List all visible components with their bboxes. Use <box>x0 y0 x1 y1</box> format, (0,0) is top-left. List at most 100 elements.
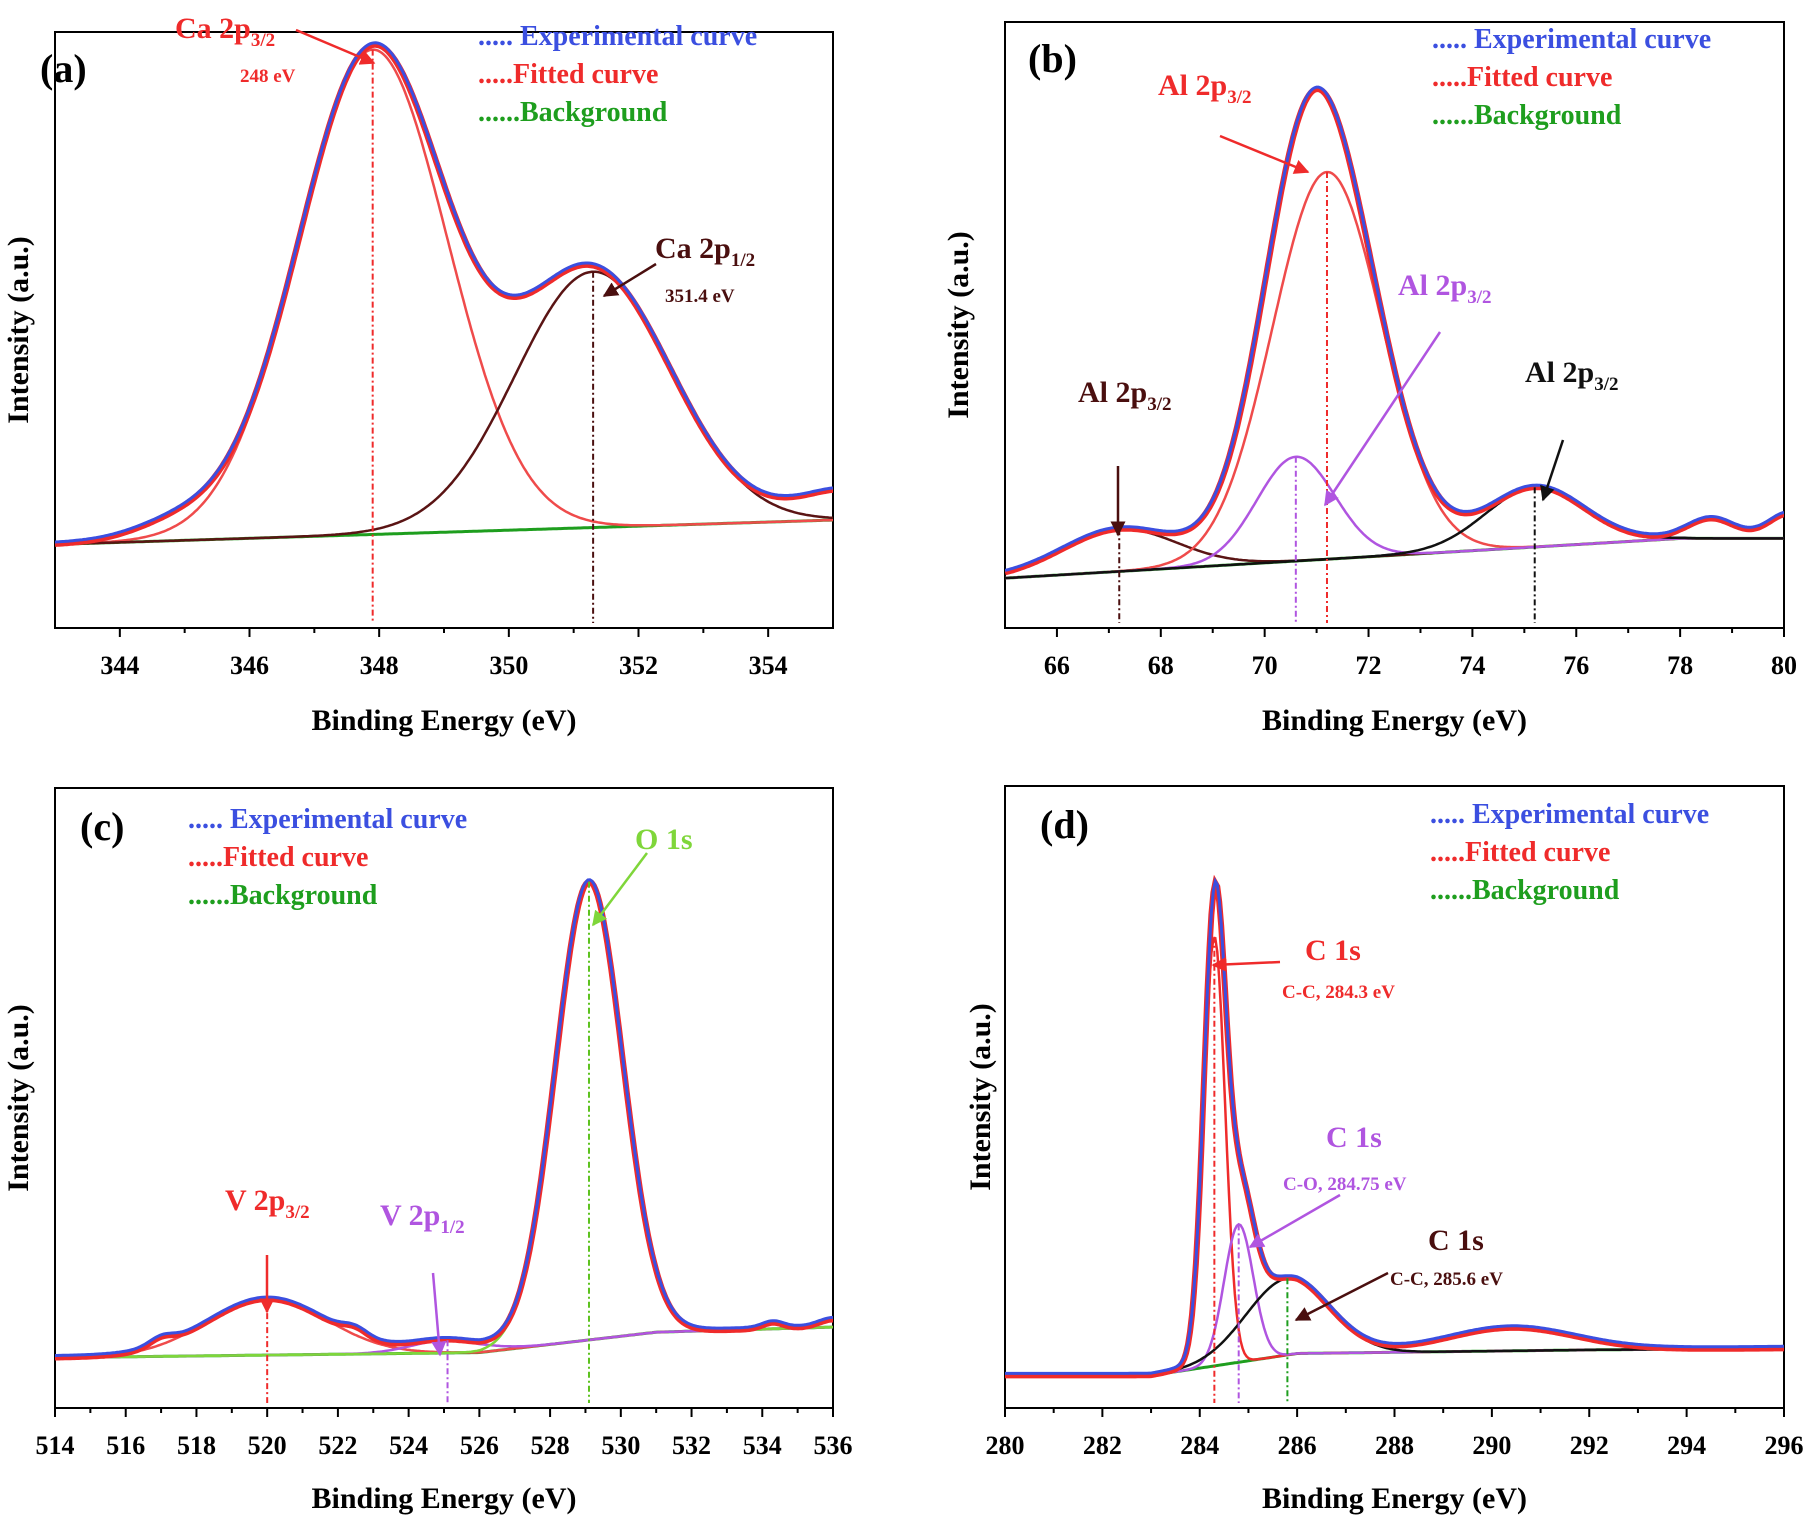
x-tick-label: 526 <box>460 1431 499 1460</box>
peak-arrow <box>1211 956 1281 972</box>
legend-entry: ..... Experimental curve <box>188 804 467 835</box>
experimental-curve <box>1005 85 1784 572</box>
x-axis-label: Binding Energy (eV) <box>311 1482 576 1515</box>
peak-energy-label: 351.4 eV <box>665 286 735 307</box>
x-tick-label: 288 <box>1375 1431 1414 1460</box>
peak-arrow <box>431 1272 447 1357</box>
x-tick-label: 354 <box>749 651 788 680</box>
panel-label: (c) <box>80 804 124 849</box>
peak-arrow <box>295 28 376 65</box>
x-tick-label: 282 <box>1083 1431 1122 1460</box>
x-axis-label: Binding Energy (eV) <box>1262 704 1527 737</box>
x-tick-label: 534 <box>743 1431 782 1460</box>
legend-entry: .....Fitted curve <box>188 842 368 873</box>
plot-frame <box>1004 785 1785 1409</box>
x-tick-label: 528 <box>531 1431 570 1460</box>
peak-label: Al 2p3/2 <box>1158 69 1251 108</box>
panel-label: (b) <box>1028 36 1077 81</box>
curves <box>55 41 833 547</box>
x-tick-label: 290 <box>1472 1431 1511 1460</box>
component-peak-2 <box>1005 1276 1784 1377</box>
x-tick-label: 524 <box>389 1431 428 1460</box>
peak-label-subscript: 3/2 <box>1594 374 1618 395</box>
x-tick-label: 72 <box>1356 651 1382 680</box>
peak-arrow <box>592 852 648 927</box>
x-tick-label: 514 <box>36 1431 75 1460</box>
x-tick-label: 516 <box>106 1431 145 1460</box>
x-tick-label: 286 <box>1278 1431 1317 1460</box>
panel-a: 344 346 348 350 352 354 Binding Energy (eV) Int… <box>2 12 834 737</box>
peak-label: Ca 2p1/2 <box>655 232 755 271</box>
legend-entry: ..... Experimental curve <box>1432 24 1711 55</box>
peak-energy-label: C-O, 284.75 eV <box>1283 1174 1407 1195</box>
x-tick-label: 66 <box>1044 651 1070 680</box>
component-peak-0 <box>1005 936 1784 1377</box>
peak-arrow <box>1248 1193 1341 1249</box>
peak-label: V 2p1/2 <box>380 1199 465 1238</box>
plot-frame <box>54 31 834 629</box>
panel-label: (a) <box>40 46 87 91</box>
peak-label: C 1s <box>1428 1224 1484 1257</box>
experimental-curve <box>1005 877 1784 1375</box>
component-peak-0 <box>55 48 833 546</box>
panel-d: 280 282 284 286 288 290 292 294 296 Binding Energ… <box>964 785 1804 1515</box>
x-tick-label: 522 <box>318 1431 357 1460</box>
legend-entry: ......Background <box>478 97 668 128</box>
x-tick-label: 346 <box>230 651 269 680</box>
component-peak-1 <box>1005 1222 1784 1377</box>
y-axis-label: Intensity (a.u.) <box>942 231 975 419</box>
x-axis-label: Binding Energy (eV) <box>1262 1482 1527 1515</box>
peak-arrow <box>1540 439 1565 502</box>
fitted-curve <box>1005 874 1784 1379</box>
peak-label: Al 2p3/2 <box>1525 356 1618 395</box>
x-tick-label: 292 <box>1570 1431 1609 1460</box>
legend-entry: ..... Experimental curve <box>1430 799 1709 830</box>
experimental-curve <box>55 878 833 1357</box>
component-peak-2 <box>55 880 833 1359</box>
x-tick-label: 80 <box>1771 651 1797 680</box>
x-tick-label: 76 <box>1563 651 1589 680</box>
peak-label: C 1s <box>1305 934 1361 967</box>
peak-label: V 2p3/2 <box>225 1184 310 1223</box>
peak-label: Al 2p3/2 <box>1078 376 1171 415</box>
x-tick-label: 352 <box>619 651 658 680</box>
x-tick-label: 280 <box>986 1431 1025 1460</box>
component-peak-2 <box>1005 455 1784 580</box>
peak-label-subscript: 3/2 <box>1227 87 1251 108</box>
fitted-curve <box>1005 86 1784 576</box>
peak-label-subscript: 1/2 <box>731 250 755 271</box>
fitted-curve <box>55 878 833 1361</box>
peak-label: Ca 2p3/2 <box>175 12 275 51</box>
peak-energy-label: 248 eV <box>240 66 296 87</box>
peak-label: O 1s <box>635 823 693 856</box>
experimental-curve <box>55 41 833 544</box>
peak-arrow <box>1323 331 1442 507</box>
legend-entry: .....Fitted curve <box>1430 837 1610 868</box>
legend-entry: .....Fitted curve <box>1432 62 1612 93</box>
legend-entry: ..... Experimental curve <box>478 21 757 52</box>
x-tick-label: 78 <box>1667 651 1693 680</box>
peak-energy-label: C-C, 284.3 eV <box>1282 982 1395 1003</box>
x-tick-label: 284 <box>1180 1431 1219 1460</box>
legend-entry: .....Fitted curve <box>478 59 658 90</box>
panel-label: (d) <box>1040 802 1089 847</box>
peak-label: C 1s <box>1326 1121 1382 1154</box>
curves <box>55 878 833 1361</box>
legend-entry: ......Background <box>188 880 378 911</box>
x-tick-label: 294 <box>1667 1431 1706 1460</box>
panel-b: 66 68 70 72 74 76 78 80 Binding Energy (eV) Inten… <box>942 21 1797 737</box>
peak-label-subscript: 3/2 <box>251 30 275 51</box>
x-tick-label: 74 <box>1459 651 1485 680</box>
x-tick-label: 532 <box>672 1431 711 1460</box>
x-tick-label: 344 <box>100 651 139 680</box>
curves <box>1005 85 1784 580</box>
peak-label-subscript: 3/2 <box>285 1202 309 1223</box>
x-tick-label: 68 <box>1148 651 1174 680</box>
peak-arrow <box>1219 134 1310 174</box>
x-tick-label: 296 <box>1765 1431 1804 1460</box>
panel-c: 514 516 518 520 522 524 526 528 530 532 534 536 Bind… <box>2 787 853 1515</box>
peak-arrow <box>1294 1271 1389 1322</box>
plot-frame <box>1004 21 1785 629</box>
y-axis-label: Intensity (a.u.) <box>2 236 35 424</box>
